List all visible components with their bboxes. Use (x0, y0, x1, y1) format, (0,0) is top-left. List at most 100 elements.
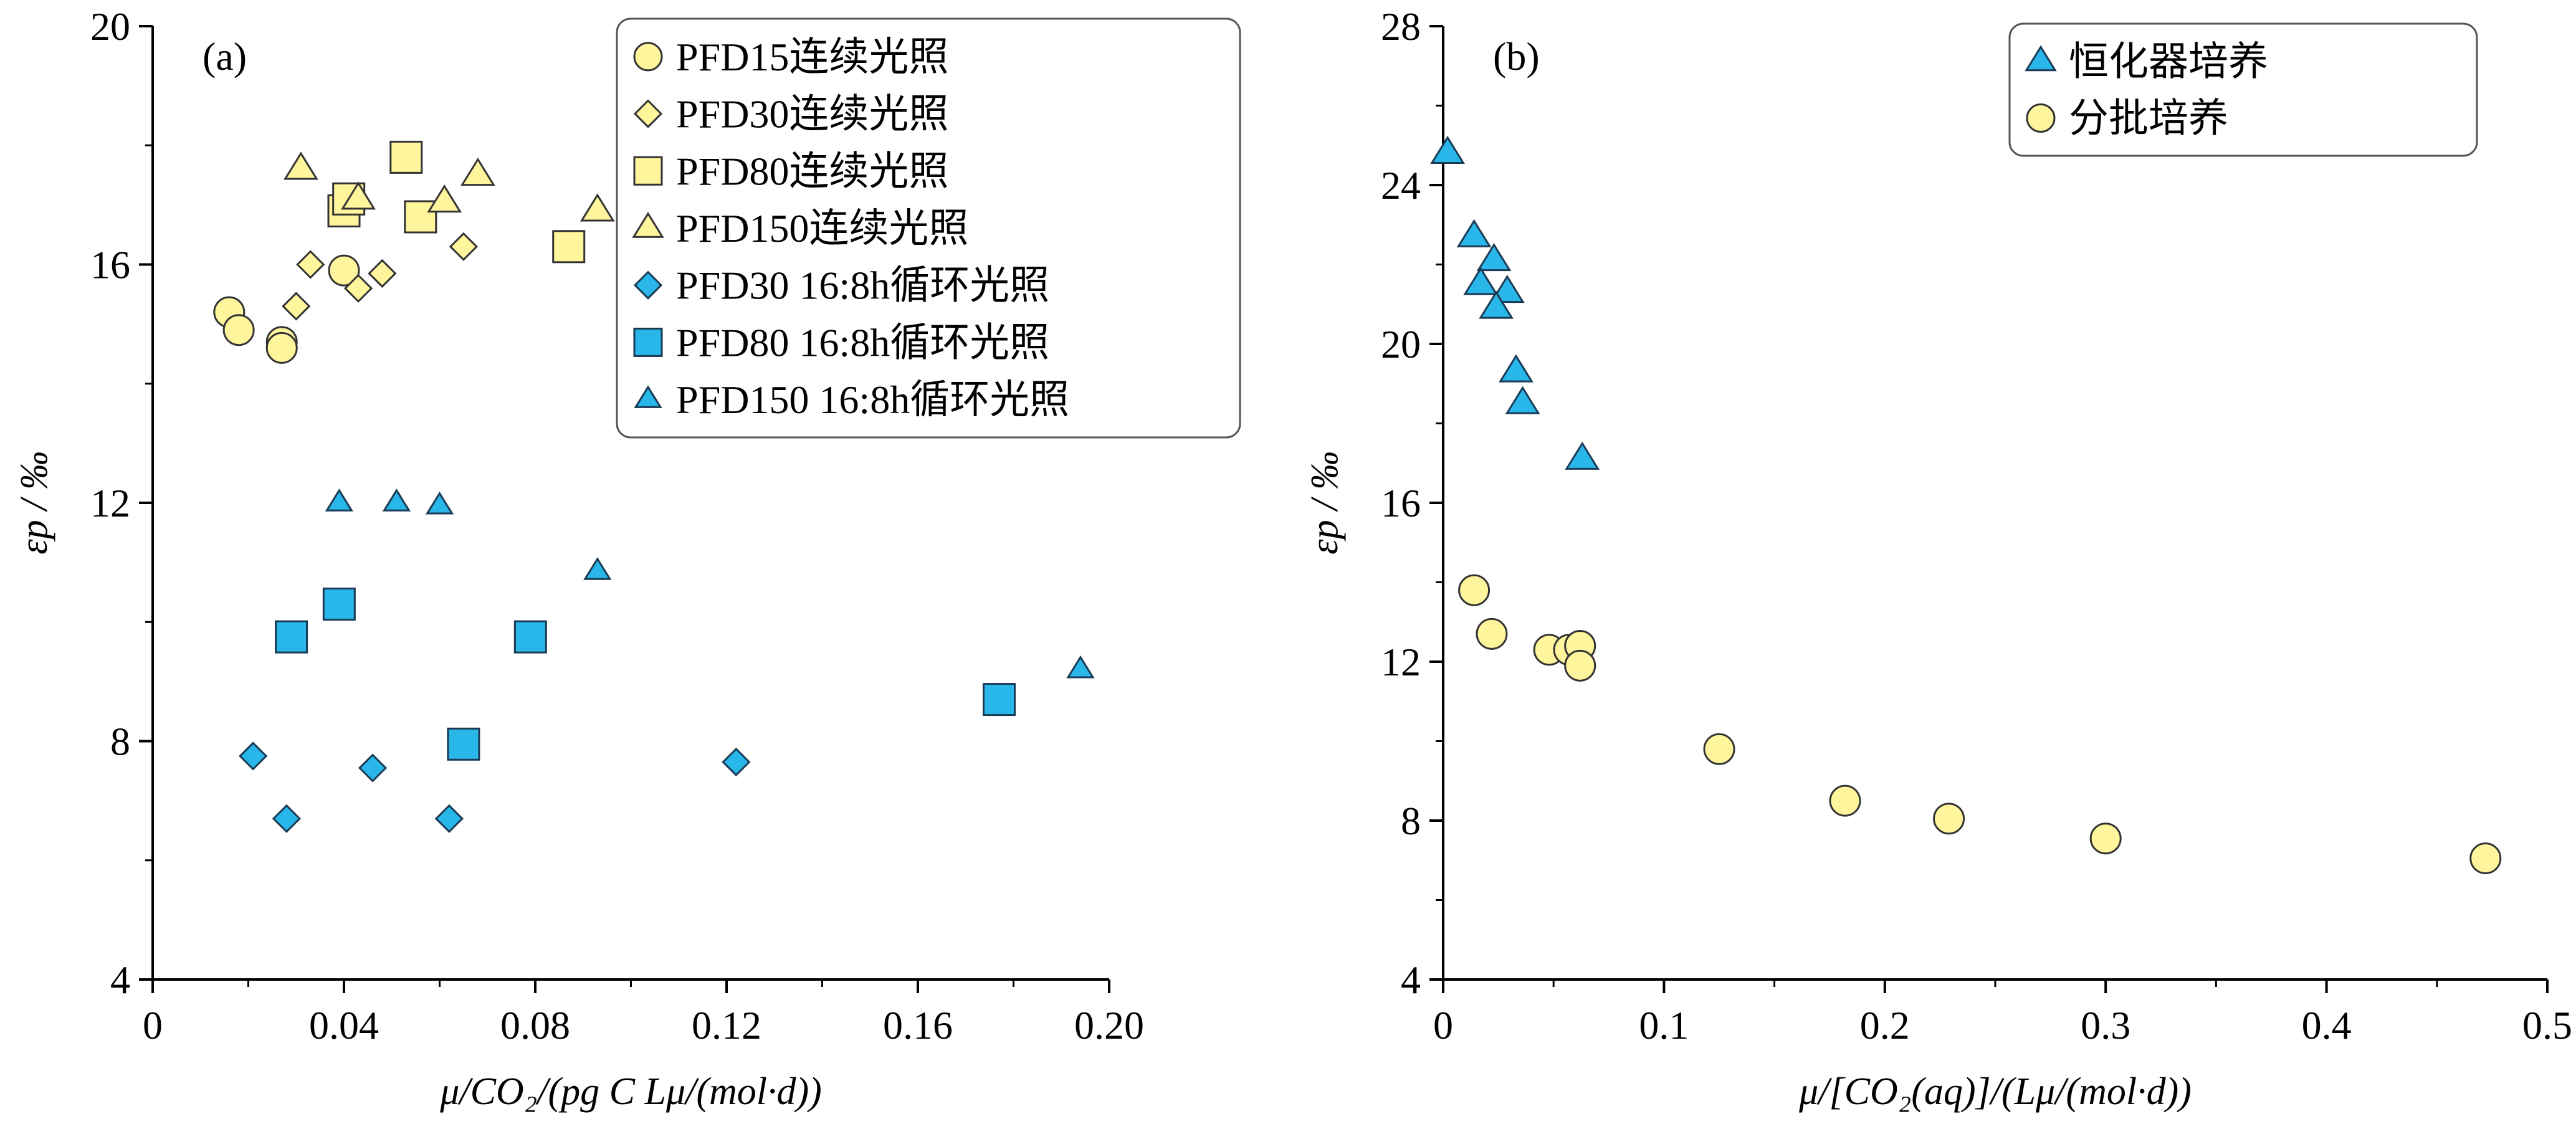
x-tick-label: 0.3 (2081, 1003, 2130, 1047)
data-point (382, 488, 411, 512)
series-0 (213, 254, 360, 364)
y-tick-label: 8 (1401, 799, 1421, 843)
series-3 (284, 151, 615, 222)
legend-marker (633, 42, 663, 72)
data-point (358, 753, 388, 783)
legend-marker (633, 270, 663, 300)
data-point (325, 488, 353, 512)
x-tick-label: 0.16 (883, 1003, 953, 1047)
series-4 (239, 741, 751, 833)
x-tick-label: 0 (1433, 1003, 1453, 1047)
data-point (2089, 822, 2122, 855)
panel-label: (a) (203, 34, 247, 79)
legend-label: 恒化器培养 (2069, 40, 2268, 84)
legend-marker (634, 385, 662, 408)
x-tick-label: 0.5 (2522, 1003, 2572, 1047)
y-tick-label: 12 (90, 481, 130, 525)
x-tick-label: 0.04 (309, 1003, 379, 1047)
data-point (389, 140, 423, 174)
legend-box (2008, 22, 2478, 157)
y-tick-label: 4 (1401, 958, 1421, 1002)
data-point (580, 193, 615, 222)
data-point (275, 620, 308, 654)
data-point (1456, 219, 1492, 247)
data-point (1476, 242, 1512, 272)
y-tick-label: 4 (110, 958, 130, 1002)
data-point (343, 274, 373, 303)
x-tick-label: 0.20 (1074, 1003, 1144, 1047)
data-point (1479, 290, 1514, 319)
data-point (296, 250, 325, 279)
panel-a: 0 0.04 0.08 0.12 0.16 0.20 4 8 12 16 20 (a) μ/CO₂/(p… (13, 4, 1241, 1113)
legend-label: PFD15连续光照 (676, 35, 948, 79)
legend-box (616, 17, 1241, 439)
x-axis-title: μ/[CO₂(aq)]/(Lμ/(mol·d)) (1798, 1070, 2192, 1113)
legend-marker (633, 156, 663, 186)
x-tick-label: 0.08 (500, 1003, 570, 1047)
legend-label: PFD150 16:8h循环光照 (676, 378, 1069, 422)
series-5 (275, 588, 1016, 761)
series-6 (325, 488, 1095, 679)
y-tick-label: 12 (1381, 640, 1421, 684)
legend-label: PFD80 16:8h循环光照 (676, 320, 1049, 365)
y-axis-title: εp / ‰ (13, 451, 55, 555)
x-axis-title: μ/CO₂/(pg C Lμ/(mol·d)) (439, 1070, 822, 1113)
y-tick-label: 20 (1381, 322, 1421, 366)
panel-b: 0 0.1 0.2 0.3 0.4 0.5 4 8 12 16 20 24 28 (b) μ/[CO₂(aq… (1304, 4, 2572, 1113)
y-axis-title: εp / ‰ (1304, 451, 1346, 555)
data-point (513, 620, 547, 654)
data-point (1499, 354, 1534, 383)
data-point (1489, 274, 1525, 303)
legend-marker (632, 211, 664, 238)
data-point (368, 259, 397, 288)
legend-marker (633, 327, 663, 357)
y-tick-label: 16 (90, 243, 130, 287)
data-point (322, 588, 356, 621)
y-tick-label: 8 (110, 720, 130, 764)
y-tick-label: 24 (1381, 163, 1421, 207)
data-point (427, 184, 462, 213)
data-point (1564, 649, 1596, 682)
x-tick-label: 0 (143, 1003, 163, 1047)
data-point (265, 331, 298, 364)
y-tick-label: 16 (1381, 481, 1421, 525)
data-point (552, 230, 586, 264)
series-0 (1430, 135, 1600, 470)
data-point (1430, 135, 1465, 164)
x-tick-label: 0.2 (1860, 1003, 1910, 1047)
series-1 (1458, 574, 2502, 875)
data-point (282, 292, 311, 321)
legend-marker (2025, 45, 2057, 72)
x-tick-label: 0.1 (1639, 1003, 1689, 1047)
data-point (460, 157, 495, 186)
data-point (1703, 733, 1735, 765)
legend-label: PFD30连续光照 (676, 92, 948, 136)
data-point (1463, 267, 1499, 295)
data-point (982, 683, 1016, 717)
legend-label: PFD30 16:8h循环光照 (676, 264, 1049, 308)
data-point (434, 804, 464, 833)
data-point (1933, 803, 1965, 835)
data-point (1505, 386, 1540, 414)
legend-marker (2026, 103, 2056, 133)
data-point (1066, 655, 1095, 679)
legend-label: PFD80连续光照 (676, 149, 948, 193)
data-point (583, 557, 612, 580)
data-point (2469, 842, 2502, 875)
y-tick-label: 28 (1381, 4, 1421, 49)
legend-label: 分批培养 (2069, 97, 2228, 141)
data-point (284, 151, 318, 180)
x-tick-label: 0.4 (2302, 1003, 2352, 1047)
data-point (449, 232, 478, 261)
data-point (239, 741, 268, 771)
data-point (341, 181, 376, 210)
data-point (1565, 441, 1600, 470)
legend-label: PFD150连续光照 (676, 206, 968, 250)
data-point (722, 747, 751, 777)
data-point (328, 254, 360, 287)
data-point (447, 727, 480, 761)
data-point (1458, 574, 1491, 606)
legend-marker (633, 99, 663, 128)
legend: PFD15连续光照 PFD30连续光照 PFD80连续光照 PFD150连续光照 PFD… (616, 17, 1241, 439)
